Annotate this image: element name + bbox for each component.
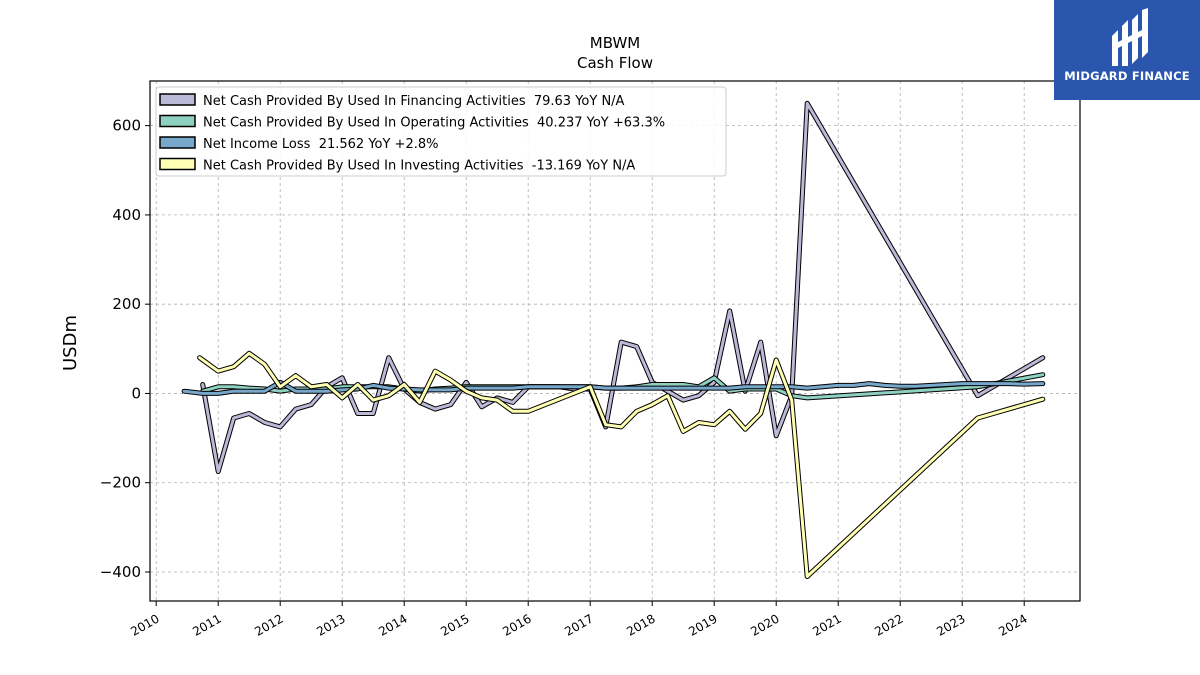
y-tick-label: −400: [100, 563, 141, 581]
x-tick-label: 2019: [686, 611, 719, 638]
legend-swatch: [159, 93, 196, 106]
legend-swatch: [159, 114, 196, 128]
series-line: [201, 101, 1045, 474]
x-tick-label: 2024: [996, 611, 1029, 638]
x-tick-label: 2023: [934, 611, 967, 638]
y-tick-label: −200: [100, 474, 141, 492]
legend-entry: Net Cash Provided By Used In Investing A…: [203, 159, 635, 174]
x-tick-label: 2013: [314, 611, 347, 638]
x-tick-label: 2016: [500, 611, 533, 638]
x-tick-label: 2021: [810, 611, 843, 638]
midgard-finance-logo: MIDGARD FINANCE: [1054, 0, 1200, 100]
x-tick-label: 2014: [376, 611, 409, 638]
legend-entry: Net Income Loss 21.562 YoY +2.8%: [203, 137, 438, 152]
x-tick-label: 2011: [190, 611, 223, 638]
y-tick-label: 0: [131, 384, 141, 402]
logo-mark-icon: [1112, 8, 1148, 66]
x-tick-label: 2010: [128, 611, 161, 638]
x-tick-label: 2022: [872, 611, 905, 638]
chart-subtitle: Cash Flow: [577, 54, 653, 72]
legend: Net Cash Provided By Used In Financing A…: [155, 86, 727, 177]
axes-ticks: 600 400 200 0 −200 −400 2010 2011 2012 2013 2014 20…: [100, 117, 1030, 639]
y-tick-label: 400: [112, 206, 141, 224]
x-tick-label: 2020: [748, 611, 781, 638]
y-tick-label: 600: [112, 117, 141, 135]
series-layer: [181, 100, 1046, 579]
legend-entry: Net Cash Provided By Used In Financing A…: [203, 94, 625, 109]
x-tick-label: 2017: [562, 611, 595, 638]
series-line: [182, 380, 1045, 395]
legend-swatch: [159, 157, 196, 171]
x-tick-label: 2018: [624, 611, 657, 638]
logo-text: MIDGARD FINANCE: [1064, 69, 1190, 83]
x-tick-label: 2015: [438, 611, 471, 638]
chart-title: MBWM: [590, 34, 640, 52]
legend-box: [155, 86, 727, 177]
y-tick-label: 200: [112, 295, 141, 313]
legend-entry: Net Cash Provided By Used In Operating A…: [203, 116, 665, 131]
x-tick-label: 2012: [252, 611, 285, 638]
legend-swatch: [159, 136, 196, 149]
plot-frame: [149, 80, 1081, 602]
y-axis-label: USDm: [60, 315, 81, 371]
series-line: [198, 351, 1045, 578]
